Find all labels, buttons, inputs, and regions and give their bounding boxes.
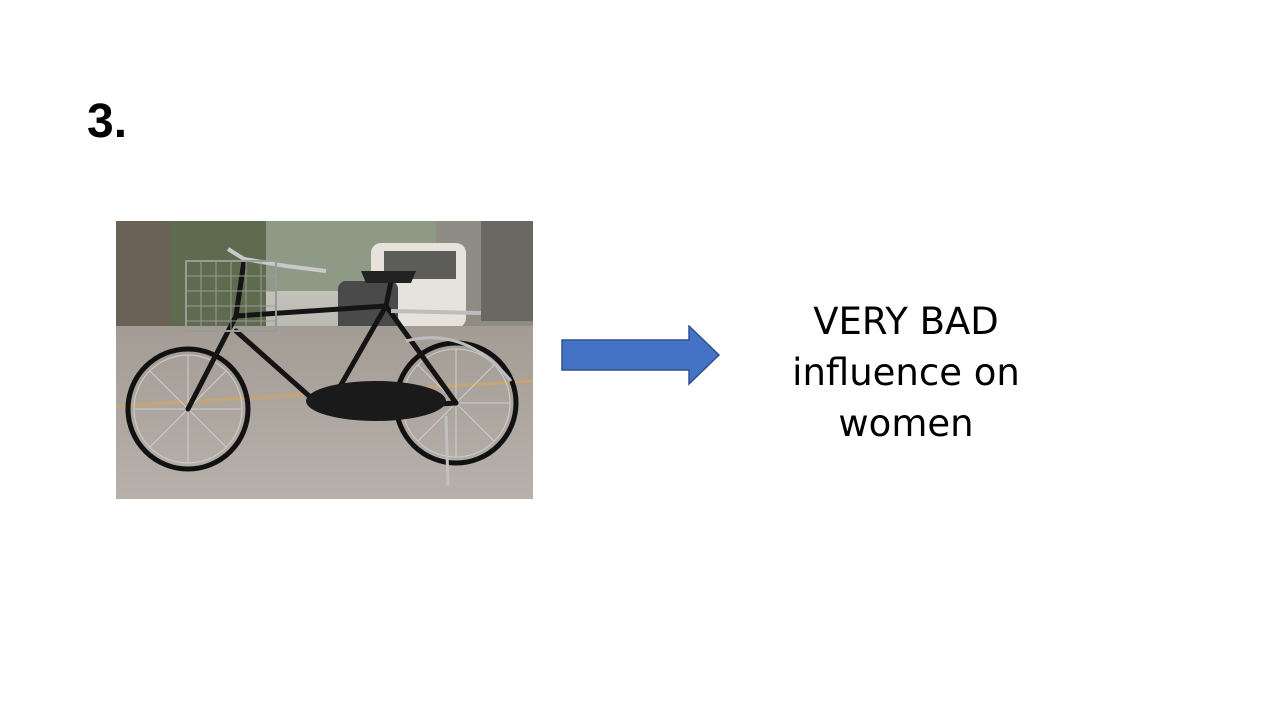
arrow-right-icon <box>561 325 721 386</box>
caption-line: VERY BAD <box>813 300 999 343</box>
caption-line: influence on <box>792 351 1020 394</box>
bicycle-photo <box>116 221 533 499</box>
caption-line: women <box>838 402 974 445</box>
caption: VERY BAD influence on women <box>756 296 1056 449</box>
slide-title: 3. <box>87 95 128 148</box>
